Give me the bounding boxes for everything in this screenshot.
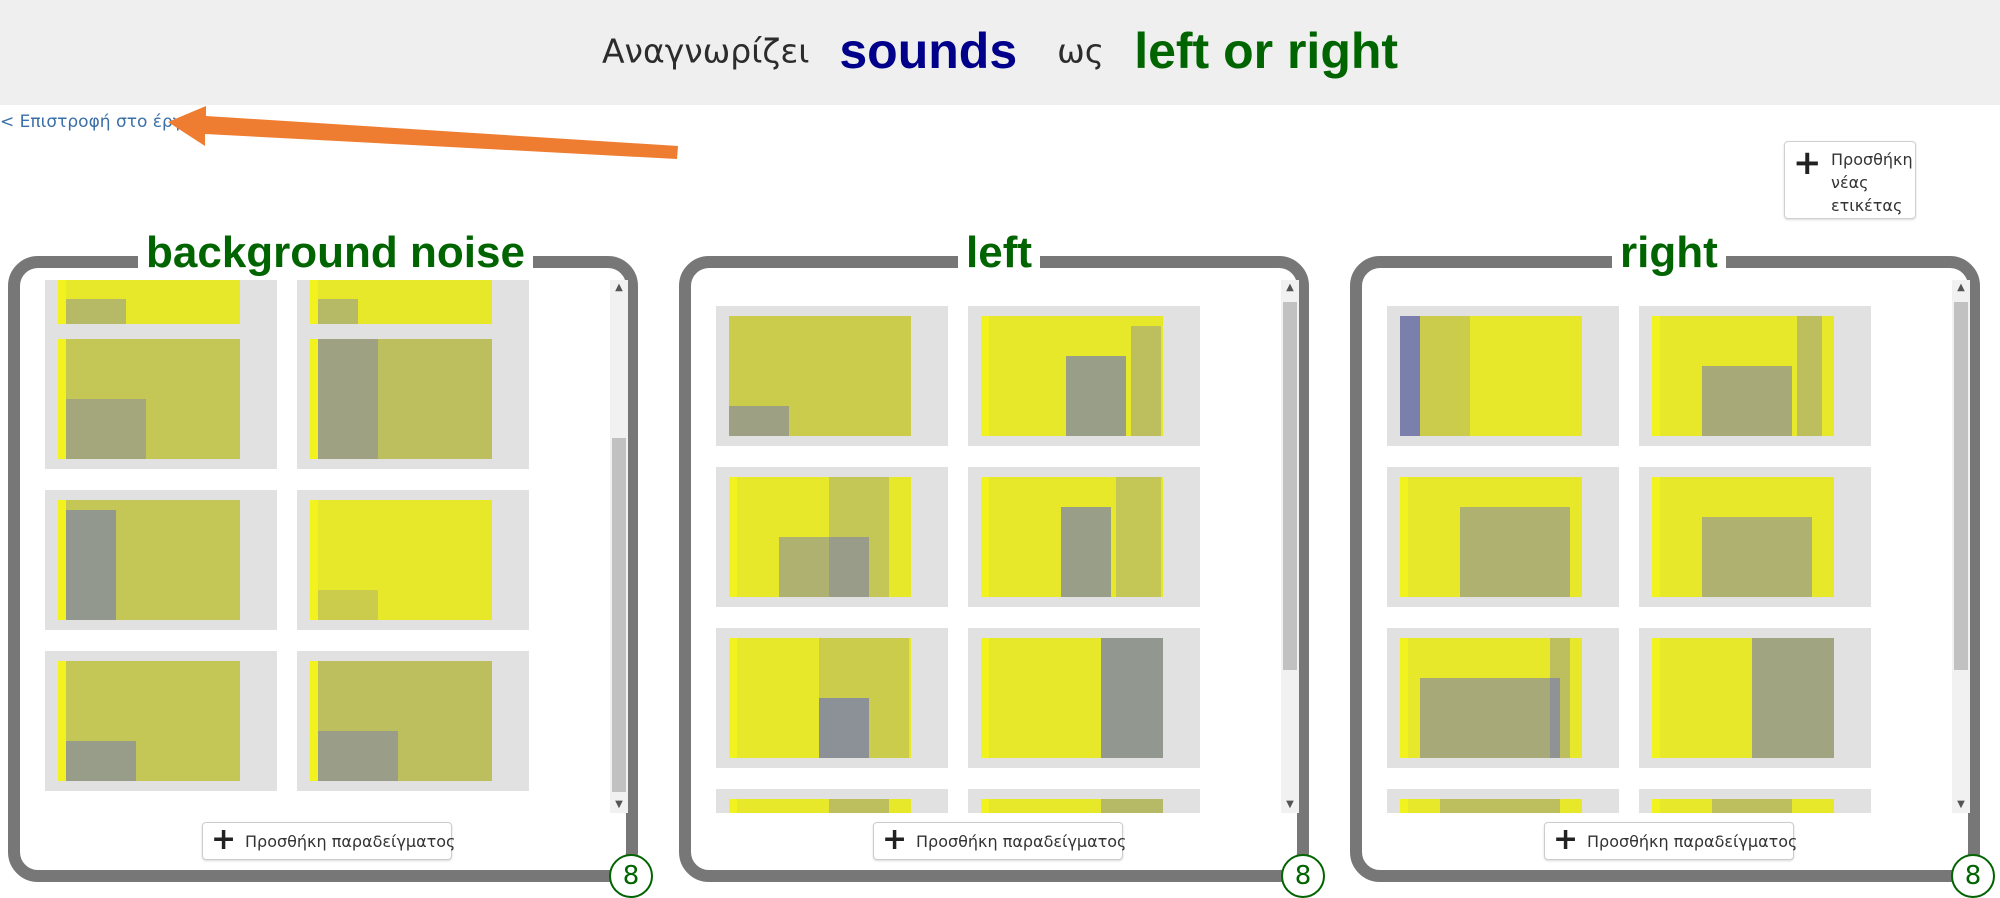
plus-icon: + xyxy=(1553,822,1579,857)
example-tile[interactable] xyxy=(45,651,277,791)
add-example-button[interactable]: + Προσθήκη παραδείγματος xyxy=(1544,822,1798,860)
plus-icon: + xyxy=(882,822,908,857)
title-prefix: Αναγνωρίζει xyxy=(601,31,810,71)
add-example-button[interactable]: + Προσθήκη παραδείγματος xyxy=(202,822,456,860)
example-count-badge: 8 xyxy=(1281,854,1325,898)
example-tile[interactable] xyxy=(297,329,529,469)
example-tile[interactable] xyxy=(1639,789,1871,813)
add-example-text: Προσθήκη παραδείγματος xyxy=(1587,832,1798,851)
examples-list xyxy=(701,280,1276,813)
label-title: background noise xyxy=(138,226,533,280)
back-to-project-link[interactable]: < Επιστροφή στο έργο xyxy=(0,112,194,132)
example-count-badge: 8 xyxy=(1951,854,1995,898)
example-tile[interactable] xyxy=(297,280,529,334)
add-new-label-text: Προσθήκη νέας ετικέτας xyxy=(1831,150,1913,215)
plus-icon: + xyxy=(211,822,237,857)
example-tile[interactable] xyxy=(1387,467,1619,607)
orange-arrow-annotation xyxy=(168,106,678,159)
scroll-down-arrow-icon[interactable]: ▼ xyxy=(1957,799,1965,810)
example-tile[interactable] xyxy=(968,789,1200,813)
scrollbar-thumb[interactable] xyxy=(1954,302,1968,670)
example-tile[interactable] xyxy=(1387,306,1619,446)
scroll-up-arrow-icon[interactable]: ▲ xyxy=(615,282,623,293)
example-tile[interactable] xyxy=(1639,306,1871,446)
examples-scrollbar[interactable]: ▲ ▼ xyxy=(1281,280,1299,813)
project-title: Αναγνωρίζει sounds ως left or right xyxy=(0,22,2000,80)
example-tile[interactable] xyxy=(968,628,1200,768)
example-tile[interactable] xyxy=(716,628,948,768)
title-labels-phrase: left or right xyxy=(1134,23,1399,79)
example-tile[interactable] xyxy=(297,490,529,630)
examples-scrollbar[interactable]: ▲ ▼ xyxy=(1952,280,1970,813)
label-title: left xyxy=(958,226,1040,280)
title-input-type: sounds xyxy=(839,23,1018,79)
label-title: right xyxy=(1612,226,1726,280)
scroll-up-arrow-icon[interactable]: ▲ xyxy=(1957,282,1965,293)
example-tile[interactable] xyxy=(1387,789,1619,813)
scrollbar-thumb[interactable] xyxy=(612,438,626,792)
example-tile[interactable] xyxy=(968,306,1200,446)
example-tile[interactable] xyxy=(297,651,529,791)
add-example-text: Προσθήκη παραδείγματος xyxy=(245,832,456,851)
scrollbar-thumb[interactable] xyxy=(1283,302,1297,670)
examples-list xyxy=(1372,280,1947,813)
example-tile[interactable] xyxy=(45,280,277,334)
example-tile[interactable] xyxy=(45,490,277,630)
example-tile[interactable] xyxy=(968,467,1200,607)
example-tile[interactable] xyxy=(716,789,948,813)
page-header: Αναγνωρίζει sounds ως left or right xyxy=(0,0,2000,105)
scroll-down-arrow-icon[interactable]: ▼ xyxy=(1286,799,1294,810)
examples-list xyxy=(30,280,605,813)
example-tile[interactable] xyxy=(1387,628,1619,768)
example-tile[interactable] xyxy=(1639,467,1871,607)
example-count-badge: 8 xyxy=(609,854,653,898)
add-new-label-button[interactable]: + Προσθήκη νέας ετικέτας xyxy=(1784,141,1916,219)
example-tile[interactable] xyxy=(716,306,948,446)
example-tile[interactable] xyxy=(716,467,948,607)
scroll-up-arrow-icon[interactable]: ▲ xyxy=(1286,282,1294,293)
title-connector: ως xyxy=(1057,31,1105,71)
add-example-button[interactable]: + Προσθήκη παραδείγματος xyxy=(873,822,1127,860)
add-example-text: Προσθήκη παραδείγματος xyxy=(916,832,1127,851)
examples-scrollbar[interactable]: ▲ ▼ xyxy=(610,280,628,813)
example-tile[interactable] xyxy=(1639,628,1871,768)
scroll-down-arrow-icon[interactable]: ▼ xyxy=(615,799,623,810)
plus-icon: + xyxy=(1793,143,1822,183)
example-tile[interactable] xyxy=(45,329,277,469)
